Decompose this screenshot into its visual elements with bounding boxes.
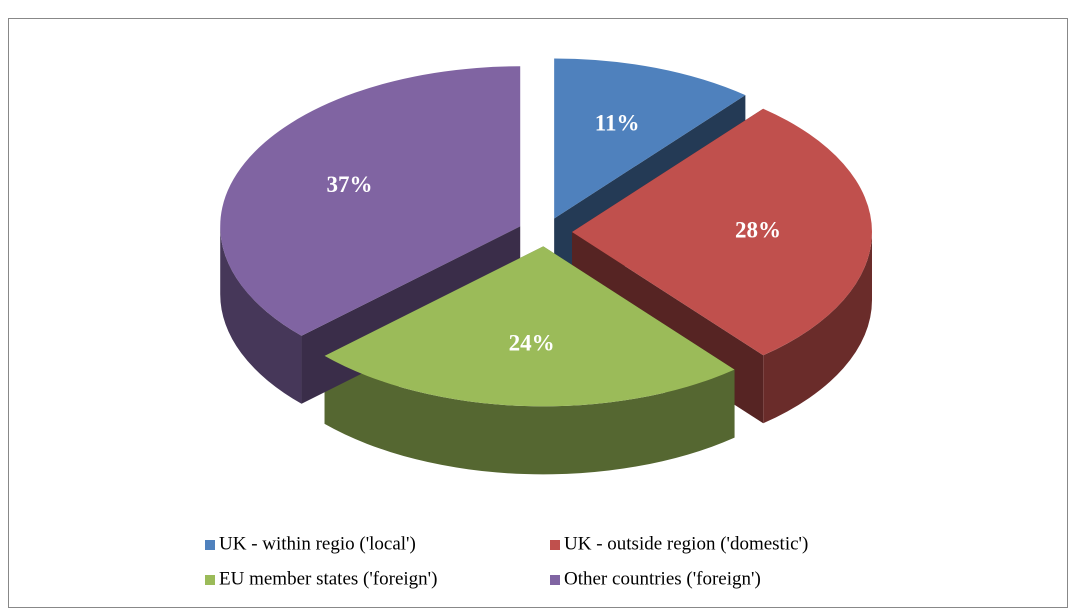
value-label: 11% [595, 110, 640, 135]
slice-side [763, 232, 872, 424]
chart-frame [8, 18, 1068, 608]
slice-side [324, 355, 735, 475]
slice [554, 58, 746, 219]
legend-swatch [205, 575, 215, 585]
legend-label: UK - within regio ('local') [219, 533, 416, 554]
legend-swatch [550, 540, 560, 550]
slice-tops: 11% 28% 24% 37% [220, 58, 872, 407]
value-label: 28% [735, 217, 781, 242]
slice-side [220, 226, 302, 404]
value-label: 24% [509, 331, 555, 356]
legend-label: EU member states ('foreign') [219, 568, 437, 589]
slice [324, 246, 735, 407]
legend-swatch [205, 540, 215, 550]
legend-label: UK - outside region ('domestic') [564, 533, 808, 554]
value-label: 37% [327, 172, 373, 197]
slice [572, 108, 872, 356]
legend-label: Other countries ('foreign') [564, 568, 761, 589]
slice [220, 66, 521, 336]
legend-swatch [550, 575, 560, 585]
